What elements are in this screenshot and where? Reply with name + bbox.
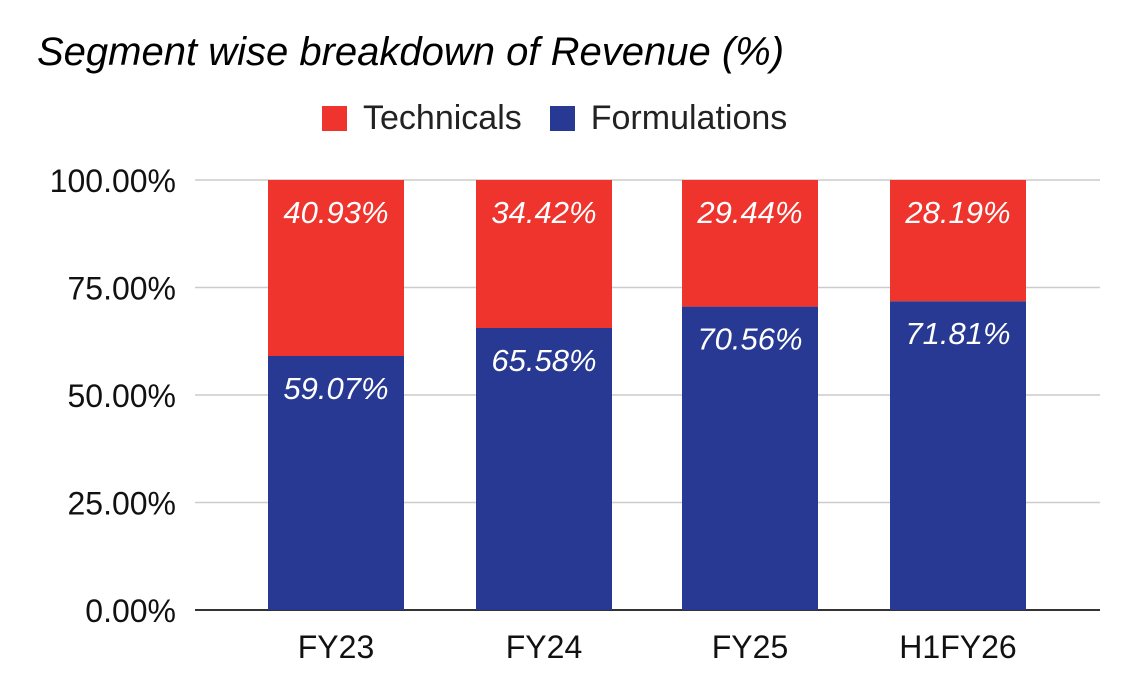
legend-label-technicals: Technicals	[363, 98, 522, 137]
x-tick-label: H1FY26	[899, 629, 1016, 665]
x-tick-label: FY23	[298, 629, 374, 665]
x-tick-label: FY25	[712, 629, 788, 665]
bar-technicals-fy23	[268, 180, 404, 356]
data-label-technicals-fy25: 29.44%	[696, 195, 802, 230]
bar-formulations-h1fy26	[890, 301, 1026, 610]
bar-formulations-fy23	[268, 355, 404, 610]
chart-title: Segment wise breakdown of Revenue (%)	[37, 30, 785, 74]
bar-technicals-fy25	[682, 180, 818, 307]
data-label-formulations-fy24: 65.58%	[491, 343, 596, 378]
legend-swatch-technicals	[322, 105, 347, 131]
y-tick-label: 50.00%	[67, 378, 176, 414]
legend-item-technicals: Technicals	[322, 99, 522, 138]
bar-technicals-fy24	[476, 180, 612, 329]
y-tick-label: 0.00%	[85, 593, 176, 629]
legend: Technicals Formulations	[322, 98, 815, 138]
y-tick-label: 75.00%	[67, 271, 176, 307]
data-label-technicals-fy24: 34.42%	[491, 195, 596, 230]
legend-swatch-formulations	[549, 105, 575, 131]
legend-label-formulations: Formulations	[590, 98, 788, 137]
y-tick-label: 25.00%	[67, 486, 176, 522]
bar-formulations-fy25	[682, 306, 818, 610]
legend-item-formulations: Formulations	[549, 98, 788, 138]
bar-formulations-fy24	[476, 328, 612, 610]
data-label-formulations-h1fy26: 71.81%	[905, 316, 1010, 351]
x-tick-label: FY24	[506, 629, 582, 665]
y-tick-label: 100.00%	[50, 163, 176, 199]
data-label-formulations-fy23: 59.07%	[283, 371, 388, 406]
bar-technicals-h1fy26	[890, 180, 1026, 302]
data-label-technicals-h1fy26: 28.19%	[904, 195, 1010, 230]
data-label-formulations-fy25: 70.56%	[697, 322, 802, 357]
data-label-technicals-fy23: 40.93%	[283, 195, 388, 230]
